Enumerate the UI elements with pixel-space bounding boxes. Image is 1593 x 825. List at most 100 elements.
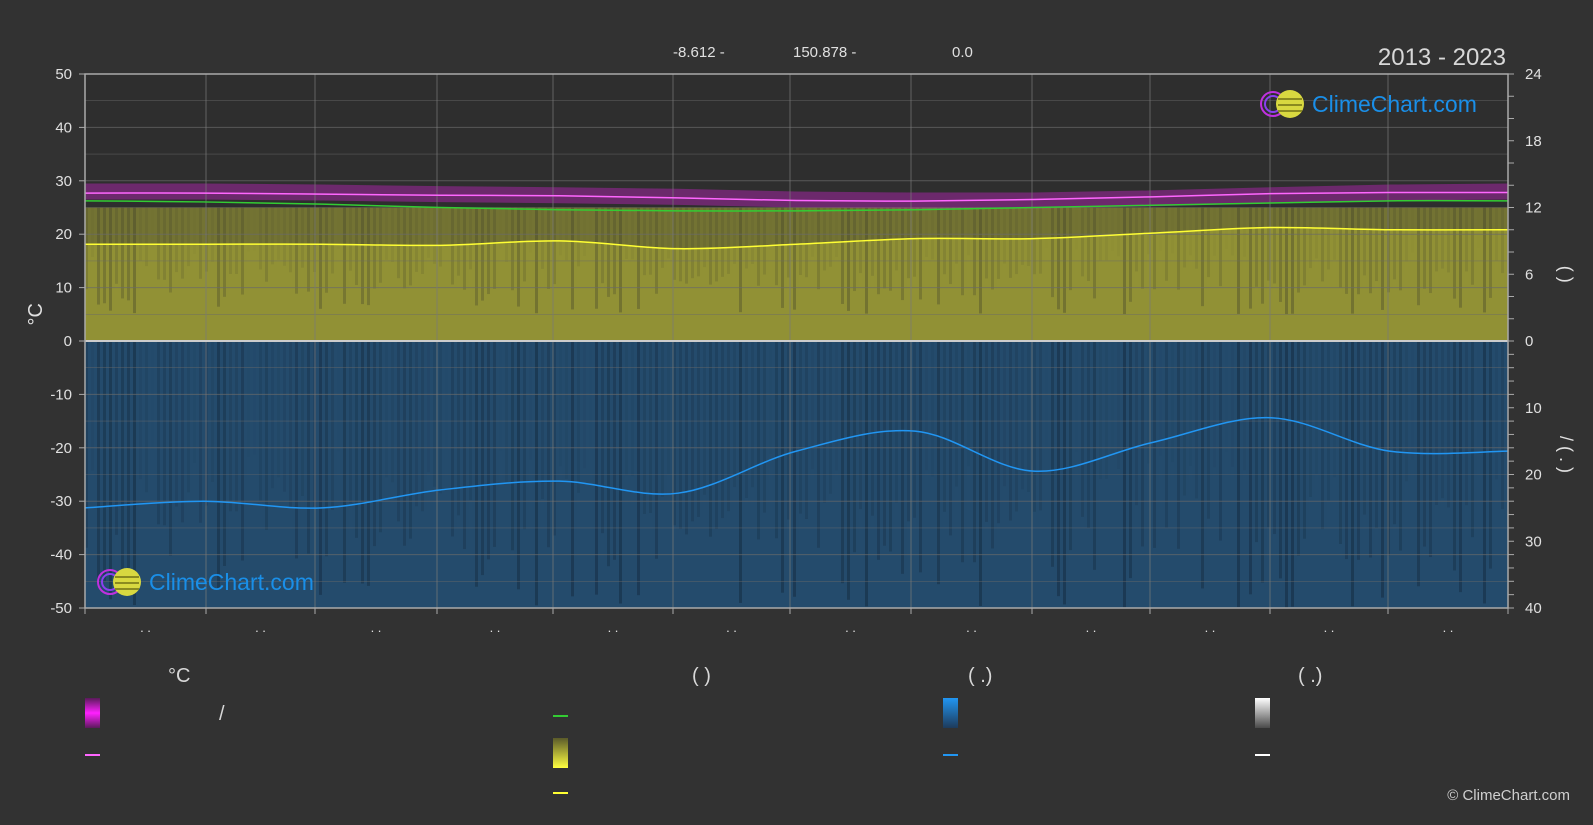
sunshine-stripe xyxy=(661,207,664,268)
precip-stripe xyxy=(937,341,940,585)
precip-stripe xyxy=(487,341,490,560)
precip-stripe xyxy=(1171,341,1174,462)
precip-stripe xyxy=(1087,341,1090,528)
precip-stripe xyxy=(1447,341,1450,508)
sunshine-stripe xyxy=(1309,207,1312,269)
sunshine-stripe xyxy=(1021,207,1024,265)
sunshine-stripe xyxy=(1141,207,1144,289)
precip-stripe xyxy=(709,341,712,537)
sunshine-stripe xyxy=(1069,207,1072,291)
sunshine-stripe xyxy=(523,207,526,282)
sunshine-stripe xyxy=(319,207,322,309)
sunshine-stripe xyxy=(1009,207,1012,278)
sunshine-stripe xyxy=(1321,207,1324,282)
precip-stripe xyxy=(1243,341,1246,471)
sunshine-stripe xyxy=(223,207,226,297)
precip-stripe xyxy=(145,341,148,493)
sunshine-fill xyxy=(85,227,1508,341)
legend-tmean-line xyxy=(85,754,100,756)
sunshine-stripe xyxy=(685,207,688,284)
sunshine-line xyxy=(85,226,1509,250)
precip-stripe xyxy=(1051,341,1054,567)
sunshine-stripe xyxy=(949,207,952,285)
sunshine-stripe xyxy=(433,207,436,264)
sunshine-stripe xyxy=(901,207,904,301)
precip-stripe xyxy=(199,341,202,523)
sunshine-stripe xyxy=(403,207,406,289)
x-tick-label: . . xyxy=(140,620,151,635)
sunshine-stripe xyxy=(289,207,292,273)
precip-stripe xyxy=(235,341,238,512)
sunshine-stripe xyxy=(613,207,616,295)
sunshine-stripe xyxy=(1441,207,1444,269)
precip-stripe xyxy=(769,341,772,454)
precip-stripe xyxy=(979,341,982,606)
logo-bottom[interactable]: ClimeChart.com xyxy=(95,566,314,598)
sunshine-stripe xyxy=(271,207,274,265)
precip-stripe xyxy=(409,341,412,539)
sunshine-stripe xyxy=(91,207,94,257)
legend-tmax-slash: / xyxy=(219,703,225,725)
sunshine-stripe xyxy=(823,207,826,271)
sunshine-stripe xyxy=(1417,207,1420,306)
precip-stripe xyxy=(181,341,184,523)
sunshine-stripe xyxy=(1429,207,1432,294)
legend-precip-line xyxy=(943,754,958,756)
sunshine-stripe xyxy=(1057,207,1060,310)
sunshine-stripe xyxy=(625,207,628,259)
precip-stripe xyxy=(403,341,406,546)
sunshine-stripe xyxy=(1081,207,1084,277)
x-tick-label: . . xyxy=(1324,620,1335,635)
sunshine-stripe xyxy=(1279,207,1282,302)
precip-stripe xyxy=(325,341,328,557)
sunshine-stripe xyxy=(955,207,958,264)
right-bottom-tick-label: 20 xyxy=(1525,467,1542,484)
precip-stripe xyxy=(169,341,172,556)
sunshine-stripe xyxy=(1369,207,1372,294)
precip-stripe xyxy=(559,341,562,467)
sunshine-stripe xyxy=(97,207,100,305)
precip-stripe xyxy=(1429,341,1432,558)
precip-stripe xyxy=(1369,341,1372,558)
precip-stripe xyxy=(391,341,394,483)
x-tick-label: . . xyxy=(608,620,619,635)
sunshine-stripe xyxy=(475,207,478,306)
precip-stripe xyxy=(517,341,520,590)
sunshine-stripe xyxy=(487,207,490,295)
sunshine-stripe xyxy=(187,207,190,267)
sunshine-stripe xyxy=(1483,207,1486,313)
precip-stripe xyxy=(565,341,568,479)
sunshine-stripe xyxy=(1051,207,1054,298)
x-tick-label: . . xyxy=(255,620,266,635)
precip-stripe xyxy=(829,341,832,494)
sunshine-stripe xyxy=(193,208,196,254)
precip-stripe xyxy=(343,341,346,583)
precip-stripe xyxy=(157,341,160,525)
precip-stripe xyxy=(1069,341,1072,551)
sunshine-stripe xyxy=(1261,207,1264,304)
precip-stripe xyxy=(1411,341,1414,460)
sunshine-stripe xyxy=(229,207,232,274)
precip-stripe xyxy=(985,341,988,522)
precip-stripe xyxy=(1495,341,1498,480)
precip-stripe xyxy=(1003,341,1006,487)
sunshine-stripe xyxy=(1045,208,1048,249)
precip-stripe xyxy=(505,341,508,483)
logo-top[interactable]: ClimeChart.com xyxy=(1258,88,1477,120)
sunshine-stripe xyxy=(535,207,538,314)
climechart-logo-icon xyxy=(97,568,141,596)
precip-stripe xyxy=(865,341,868,607)
sunshine-stripe xyxy=(1033,207,1036,275)
precip-stripe xyxy=(1483,341,1486,604)
precip-stripe xyxy=(553,341,556,536)
precip-stripe xyxy=(319,341,322,595)
sunshine-stripe xyxy=(1423,207,1426,289)
precip-stripe xyxy=(607,341,610,567)
precip-stripe xyxy=(307,341,310,554)
precip-stripe xyxy=(571,341,574,597)
precip-stripe xyxy=(493,341,496,547)
precip-stripe xyxy=(1279,341,1282,579)
left-tick-label: -50 xyxy=(50,600,72,617)
longitude-label: 150.878 - xyxy=(793,44,857,61)
precip-stripe xyxy=(1189,341,1192,466)
